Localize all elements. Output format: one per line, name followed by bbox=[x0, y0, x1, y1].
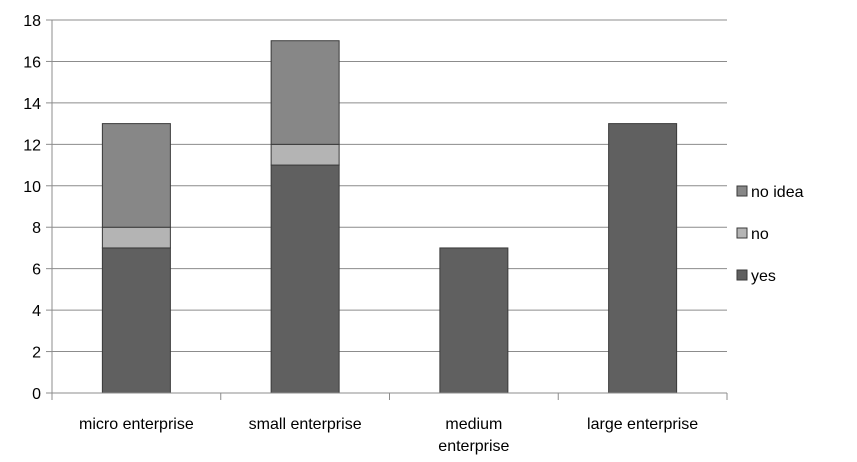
bar-no-small-enterprise bbox=[270, 143, 340, 166]
legend-swatch-yes bbox=[736, 269, 748, 281]
y-tick-label: 12 bbox=[23, 137, 41, 154]
legend-label-no-idea: no idea bbox=[751, 184, 804, 201]
y-tick-label: 16 bbox=[23, 54, 41, 71]
x-category-label: enterprise bbox=[438, 438, 509, 455]
bar-yes-micro-enterprise bbox=[101, 247, 171, 394]
y-tick-label: 4 bbox=[32, 303, 41, 320]
legend-swatch-no-idea bbox=[736, 185, 748, 197]
y-tick-label: 18 bbox=[23, 13, 41, 30]
x-category-label: small enterprise bbox=[249, 416, 362, 433]
y-tick-label: 14 bbox=[23, 96, 41, 113]
bar-no-micro-enterprise bbox=[101, 226, 171, 249]
x-category-label: medium bbox=[445, 416, 502, 433]
legend-label-yes: yes bbox=[751, 268, 776, 285]
y-tick-label: 0 bbox=[32, 386, 41, 403]
x-category-label: large enterprise bbox=[587, 416, 698, 433]
bar-yes-medium-enterprise bbox=[439, 247, 509, 394]
bars bbox=[101, 40, 678, 394]
legend-label-no: no bbox=[751, 226, 769, 243]
legend: no idea no yes bbox=[736, 184, 804, 285]
bar-no-idea-micro-enterprise bbox=[101, 123, 171, 228]
legend-swatch-no bbox=[736, 227, 748, 239]
bar-yes-large-enterprise bbox=[608, 123, 678, 394]
y-tick-label: 8 bbox=[32, 220, 41, 237]
x-axis-category-labels: micro enterprise small enterprise medium en… bbox=[79, 416, 698, 455]
y-tick-label: 2 bbox=[32, 345, 41, 362]
y-tick-label: 10 bbox=[23, 179, 41, 196]
y-tick-label: 6 bbox=[32, 262, 41, 279]
bar-yes-small-enterprise bbox=[270, 164, 340, 394]
axes bbox=[46, 19, 728, 400]
x-category-label: micro enterprise bbox=[79, 416, 194, 433]
bar-no-idea-small-enterprise bbox=[270, 40, 340, 145]
y-axis-tick-labels: 0 2 4 6 8 10 12 14 16 18 bbox=[23, 13, 41, 403]
